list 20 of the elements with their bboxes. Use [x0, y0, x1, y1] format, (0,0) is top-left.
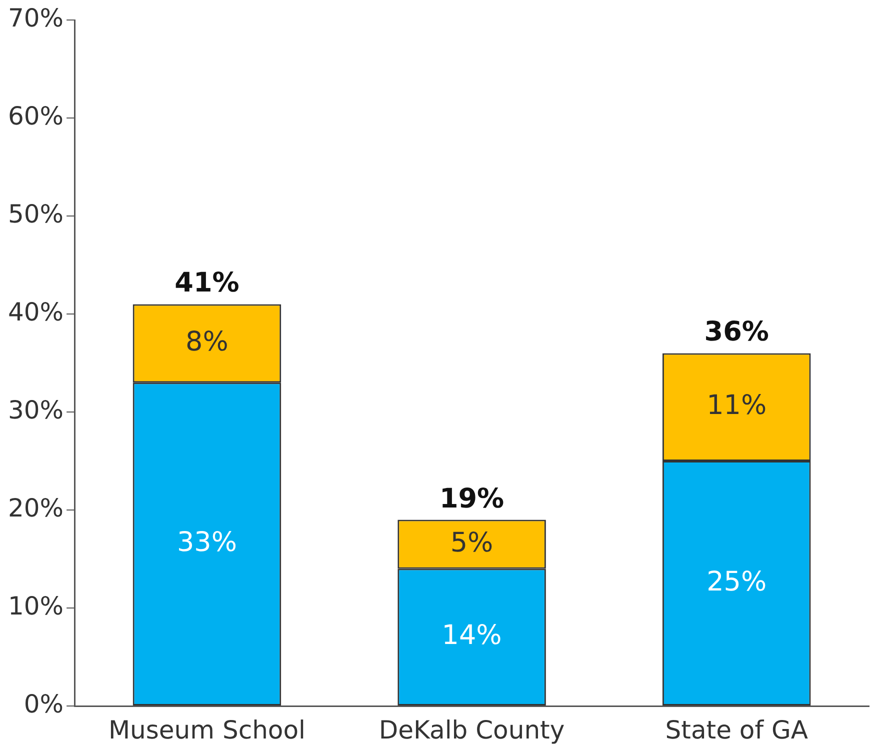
y-tick-label: 20% [8, 494, 64, 522]
total-label: 36% [704, 316, 769, 348]
y-tick-label: 30% [8, 396, 64, 424]
data-label: 8% [186, 326, 228, 358]
x-tick-label: State of GA [665, 716, 808, 744]
y-tick-label: 40% [8, 298, 64, 326]
data-label: 14% [442, 620, 502, 652]
y-tick-label: 60% [8, 102, 64, 130]
data-label: 11% [706, 390, 767, 422]
total-label: 41% [174, 268, 240, 299]
x-tick-label: DeKalb County [378, 716, 565, 744]
x-tick-label: Museum School [108, 716, 306, 744]
y-tick-label: 50% [8, 200, 64, 228]
y-tick-label: 0% [24, 690, 64, 718]
total-label: 19% [439, 483, 504, 514]
y-tick-label: 70% [8, 4, 64, 32]
data-label: 33% [176, 527, 237, 558]
y-tick-label: 10% [8, 592, 64, 620]
data-label: 5% [450, 527, 494, 558]
data-label: 25% [706, 566, 767, 598]
